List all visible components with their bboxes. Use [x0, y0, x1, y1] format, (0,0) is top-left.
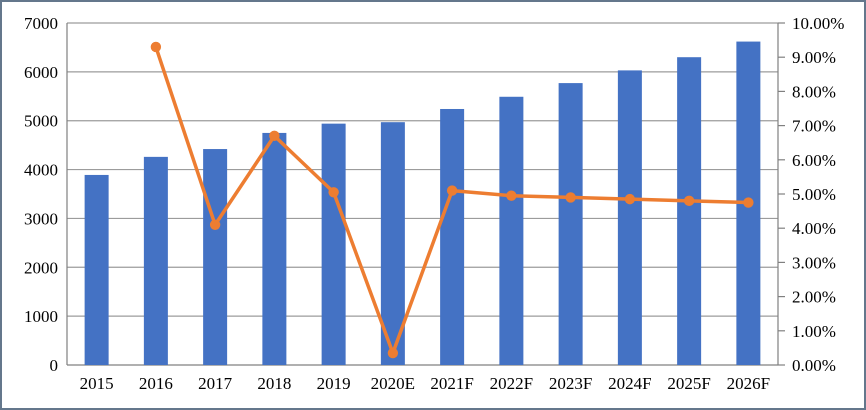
line-marker-2026F	[743, 197, 754, 208]
line-marker-2020E	[387, 347, 399, 359]
right-axis-tick-label: 8.00%	[792, 82, 836, 101]
bar-2017	[203, 149, 228, 365]
x-axis-category-label: 2019	[317, 374, 351, 393]
x-axis-category-label: 2018	[257, 374, 291, 393]
bar-2015	[84, 174, 109, 365]
y-axis-tick-label: 4000	[24, 161, 58, 180]
right-axis-tick-label: 2.00%	[792, 288, 836, 307]
right-axis-tick-label: 10.00%	[792, 14, 844, 33]
line-marker-2017	[209, 219, 221, 230]
x-axis-category-label: 2026F	[727, 374, 770, 393]
y-axis-tick-label: 1000	[24, 307, 58, 326]
right-axis-tick-label: 5.00%	[792, 185, 836, 204]
x-axis-category-label: 2025F	[667, 374, 710, 393]
x-axis-category-label: 2016	[139, 374, 173, 393]
x-axis-category-label: 2015	[80, 374, 114, 393]
right-axis-tick-label: 3.00%	[792, 253, 836, 272]
y-axis-tick-label: 7000	[24, 14, 58, 33]
line-marker-2019	[328, 187, 339, 198]
bar-2025F	[677, 57, 702, 365]
y-axis-tick-label: 6000	[24, 63, 58, 82]
bar-2019	[321, 123, 346, 365]
line-marker-2025F	[683, 195, 695, 207]
line-marker-2021F	[446, 185, 458, 196]
x-axis-category-label: 2023F	[549, 374, 592, 393]
line-marker-2016	[150, 41, 162, 53]
x-axis-category-label: 2020E	[371, 374, 415, 393]
x-axis-category-label: 2024F	[608, 374, 651, 393]
right-axis-tick-label: 1.00%	[792, 322, 836, 341]
right-axis-tick-label: 7.00%	[792, 117, 836, 136]
line-marker-2023F	[565, 192, 576, 203]
bar-2016	[143, 156, 168, 365]
y-axis-tick-label: 2000	[24, 258, 58, 277]
right-axis-tick-label: 9.00%	[792, 48, 836, 67]
bar-2022F	[499, 96, 524, 365]
bar-2020E	[380, 122, 405, 366]
right-axis-tick-label: 6.00%	[792, 151, 836, 170]
x-axis-category-label: 2022F	[490, 374, 533, 393]
bar-2023F	[558, 83, 583, 365]
y-axis-tick-label: 3000	[24, 209, 58, 228]
y-axis-tick-label: 0	[50, 356, 59, 375]
y-axis-tick-label: 5000	[24, 112, 58, 131]
x-axis-category-label: 2021F	[430, 374, 473, 393]
bar-2018	[262, 132, 287, 365]
x-axis-category-label: 2017	[198, 374, 233, 393]
line-marker-2022F	[506, 190, 517, 201]
right-axis-tick-label: 4.00%	[792, 219, 836, 238]
right-axis-tick-label: 0.00%	[792, 356, 836, 375]
line-marker-2024F	[624, 193, 636, 205]
bar-2021F	[440, 108, 465, 365]
bar-2024F	[617, 70, 642, 366]
line-marker-2018	[269, 130, 280, 142]
